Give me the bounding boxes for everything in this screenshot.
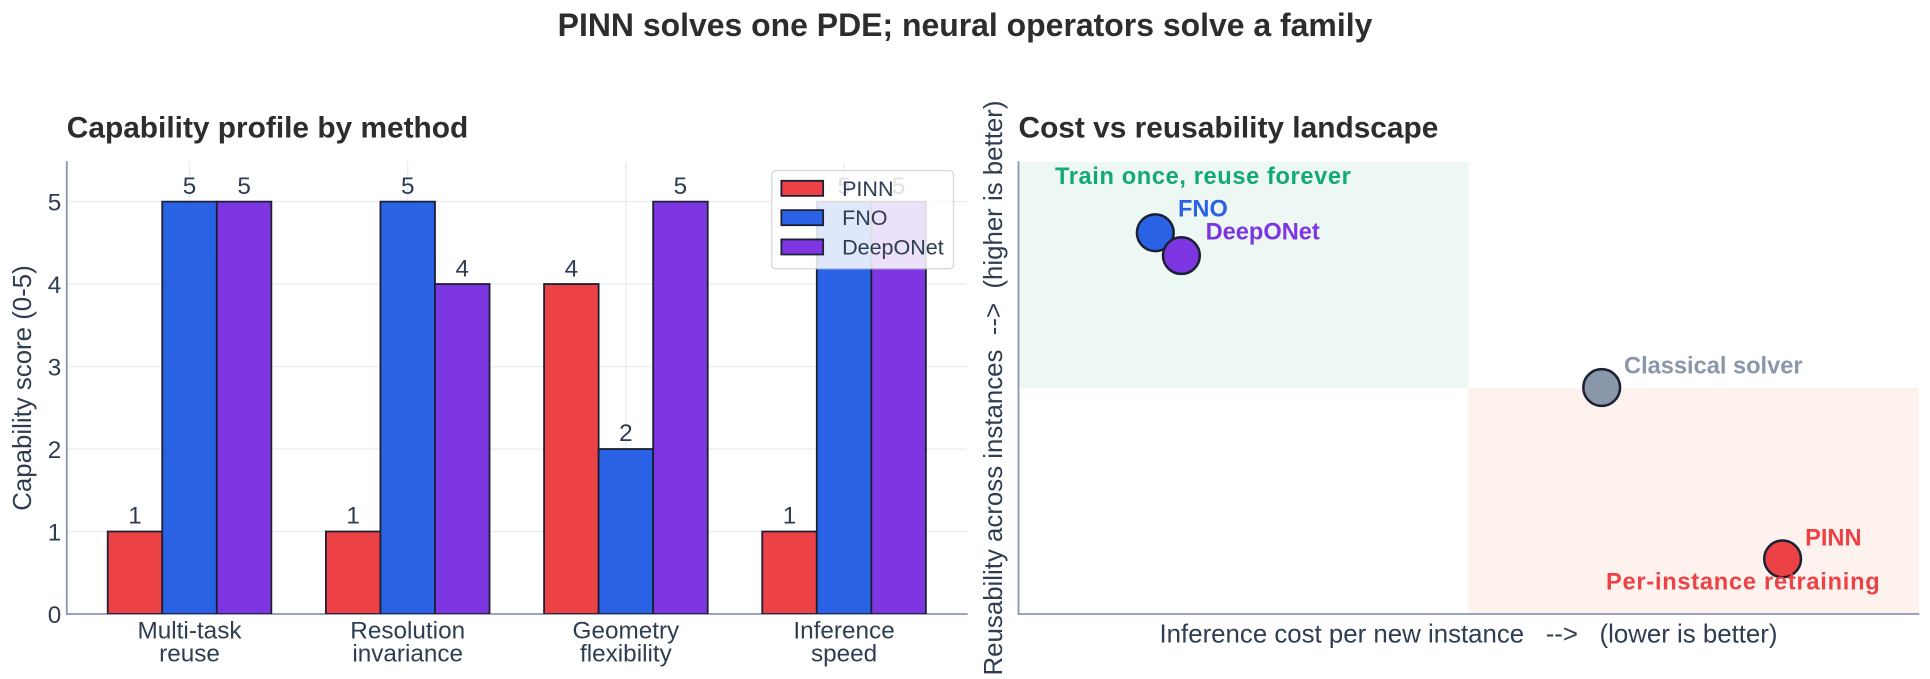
svg-text:Classical solver: Classical solver — [1624, 354, 1803, 380]
svg-text:Geometry: Geometry — [573, 618, 681, 645]
svg-text:speed: speed — [811, 641, 877, 668]
svg-text:Inference: Inference — [793, 618, 894, 645]
svg-text:Inference cost per new instanc: Inference cost per new instance --> (low… — [1160, 620, 1778, 648]
svg-text:PINN: PINN — [842, 177, 893, 201]
svg-text:PINN: PINN — [1805, 526, 1861, 552]
svg-text:Capability profile by method: Capability profile by method — [67, 112, 468, 145]
svg-text:Multi-task: Multi-task — [138, 618, 243, 645]
svg-text:5: 5 — [674, 173, 688, 200]
svg-text:Resolution: Resolution — [350, 618, 465, 645]
svg-text:4: 4 — [565, 255, 579, 282]
svg-text:Reusability across instances: Reusability across instances --> (higher… — [980, 101, 1008, 676]
svg-text:0: 0 — [48, 602, 62, 629]
svg-text:5: 5 — [237, 173, 251, 200]
svg-text:invariance: invariance — [352, 641, 463, 668]
svg-text:Per-instance retraining: Per-instance retraining — [1606, 570, 1880, 596]
svg-text:DeepONet: DeepONet — [1206, 220, 1320, 246]
svg-text:flexibility: flexibility — [580, 641, 673, 668]
svg-text:1: 1 — [783, 503, 797, 530]
svg-text:4: 4 — [455, 255, 469, 282]
svg-text:1: 1 — [48, 519, 62, 546]
svg-text:1: 1 — [346, 503, 360, 530]
svg-text:4: 4 — [48, 272, 62, 299]
svg-text:Capability score (0-5): Capability score (0-5) — [9, 265, 37, 510]
svg-text:5: 5 — [183, 173, 197, 200]
svg-text:Train once, reuse forever: Train once, reuse forever — [1055, 164, 1351, 190]
svg-text:2: 2 — [619, 420, 633, 447]
svg-text:DeepONet: DeepONet — [842, 236, 944, 260]
svg-text:5: 5 — [401, 173, 415, 200]
svg-text:3: 3 — [48, 354, 62, 381]
svg-text:Cost vs reusability landscape: Cost vs reusability landscape — [1019, 112, 1439, 145]
svg-text:2: 2 — [48, 437, 62, 464]
svg-text:PINN solves one PDE; neural op: PINN solves one PDE; neural operators so… — [558, 7, 1373, 43]
svg-text:FNO: FNO — [842, 206, 887, 230]
svg-text:reuse: reuse — [159, 641, 220, 668]
svg-text:1: 1 — [128, 503, 142, 530]
svg-text:5: 5 — [48, 189, 62, 216]
svg-text:FNO: FNO — [1178, 196, 1228, 222]
